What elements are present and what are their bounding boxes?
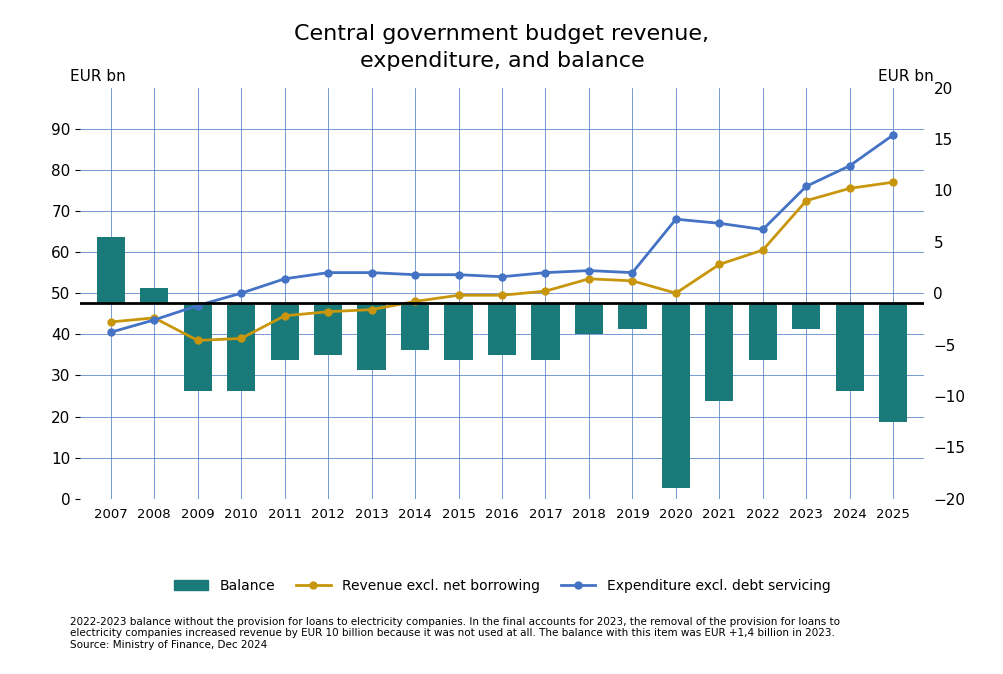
Text: EUR bn: EUR bn bbox=[877, 69, 933, 84]
Bar bbox=[96, 237, 124, 303]
Bar bbox=[270, 303, 299, 360]
Text: Central government budget revenue,: Central government budget revenue, bbox=[294, 24, 709, 44]
Bar bbox=[487, 303, 516, 355]
Text: EUR bn: EUR bn bbox=[70, 69, 126, 84]
Bar bbox=[140, 288, 169, 303]
Bar bbox=[531, 303, 559, 360]
Bar bbox=[618, 303, 646, 329]
Text: expenditure, and balance: expenditure, and balance bbox=[359, 51, 644, 71]
Bar bbox=[791, 303, 819, 329]
Bar bbox=[748, 303, 776, 360]
Bar bbox=[314, 303, 342, 355]
Bar bbox=[227, 303, 255, 391]
Legend: Balance, Revenue excl. net borrowing, Expenditure excl. debt servicing: Balance, Revenue excl. net borrowing, Ex… bbox=[169, 574, 834, 599]
Bar bbox=[444, 303, 472, 360]
Bar bbox=[575, 303, 603, 334]
Bar bbox=[400, 303, 428, 350]
Text: 2022-2023 balance without the provision for loans to electricity companies. In t: 2022-2023 balance without the provision … bbox=[70, 617, 840, 650]
Bar bbox=[184, 303, 212, 391]
Bar bbox=[704, 303, 733, 401]
Bar bbox=[879, 303, 907, 422]
Bar bbox=[357, 303, 385, 370]
Bar bbox=[834, 303, 863, 391]
Bar bbox=[661, 303, 689, 489]
